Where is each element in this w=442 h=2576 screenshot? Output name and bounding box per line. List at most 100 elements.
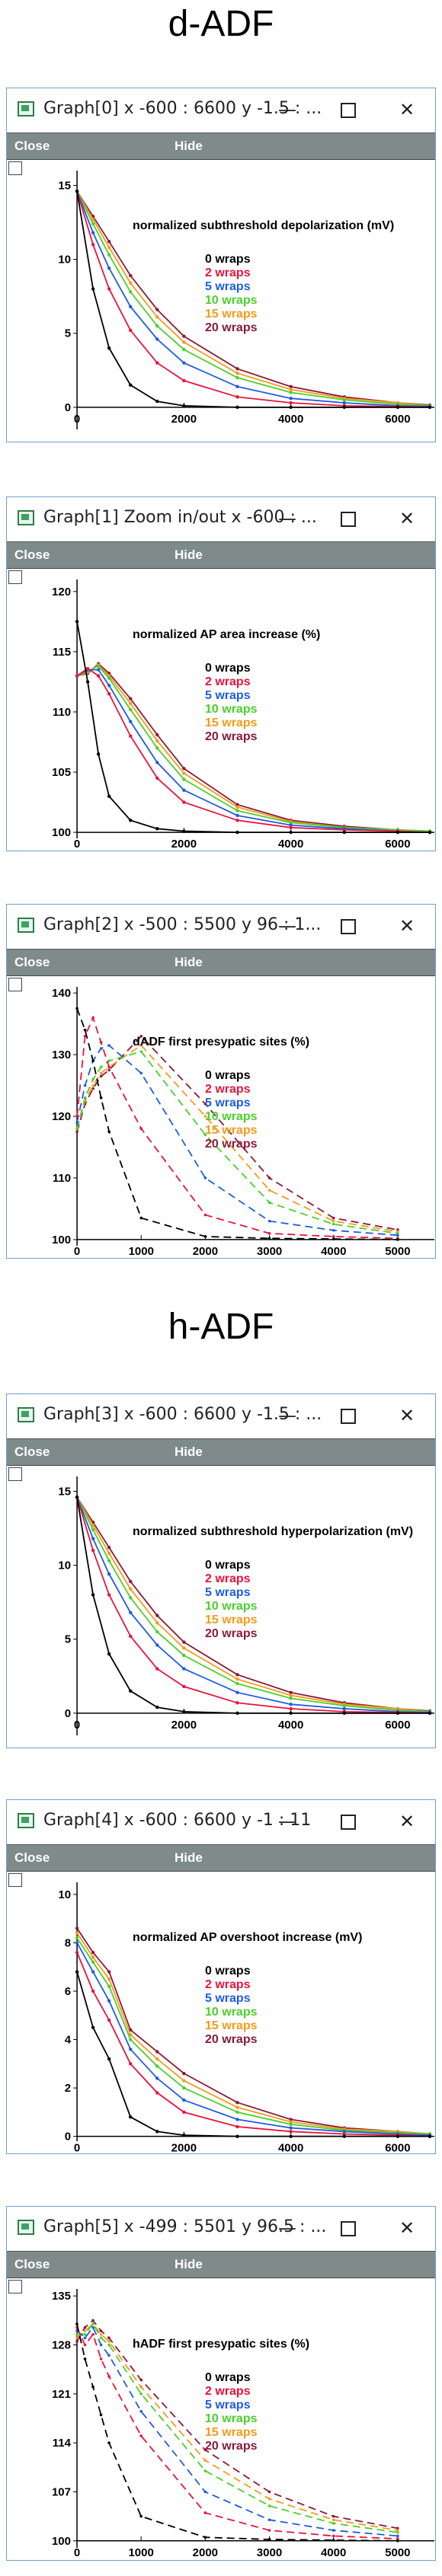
- corner-checkbox[interactable]: [8, 1467, 22, 1481]
- legend: 0 wraps 2 wraps 5 wraps 10 wraps 15 wraps 20 …: [205, 1069, 257, 1151]
- y-tick-label: 8: [65, 1936, 71, 1949]
- data-point: [129, 701, 133, 706]
- data-point: [428, 405, 432, 410]
- maximize-button[interactable]: [333, 2214, 364, 2242]
- window-titlebar[interactable]: Graph[4] x -600 : 6600 y -1 : 11 — ✕: [7, 1800, 435, 1844]
- data-point: [289, 1711, 293, 1716]
- y-tick-label: 128: [52, 2339, 71, 2352]
- graph-canvas[interactable]: 0 2 4 6 8 10 0 2000 4000 6000 normalized AP overs…: [7, 1872, 435, 2153]
- hide-button[interactable]: Hide: [175, 1850, 203, 1865]
- window-titlebar[interactable]: Graph[3] x -600 : 6600 y -1.5 : ... — ✕: [7, 1394, 435, 1438]
- data-point: [182, 788, 186, 792]
- window-titlebar[interactable]: Graph[0] x -600 : 6600 y -1.5 : ... — ✕: [7, 88, 435, 132]
- close-button[interactable]: Close: [14, 1444, 50, 1459]
- maximize-button[interactable]: [333, 1808, 364, 1835]
- hide-button[interactable]: Hide: [175, 2257, 203, 2271]
- plot-title: normalized subthreshold depolarization (…: [133, 219, 395, 232]
- data-point: [182, 2086, 186, 2090]
- data-point: [91, 1593, 95, 1597]
- window-close-button[interactable]: ✕: [399, 99, 415, 120]
- data-point: [267, 2497, 271, 2501]
- data-point: [75, 1970, 79, 1974]
- window-close-button[interactable]: ✕: [399, 915, 415, 937]
- data-point: [129, 1587, 133, 1591]
- graph-toolbar: Close Hide: [7, 949, 435, 976]
- data-point: [107, 1059, 110, 1062]
- data-point: [289, 2122, 293, 2126]
- corner-checkbox[interactable]: [8, 978, 22, 991]
- graph-canvas[interactable]: 0 5 10 15 0 2000 4000 6000 normalized subthresh…: [7, 1466, 435, 1748]
- corner-checkbox[interactable]: [8, 161, 22, 175]
- maximize-icon: [341, 103, 356, 118]
- legend-entry: 15 wraps: [205, 1124, 258, 1137]
- close-button[interactable]: Close: [14, 139, 50, 153]
- data-point: [83, 2336, 87, 2340]
- graph-canvas[interactable]: 100 107 114 121 128 135 0 1000 2000 3000 4000 5000 …: [7, 2278, 435, 2560]
- data-point: [96, 664, 101, 669]
- window-close-button[interactable]: ✕: [399, 1405, 415, 1426]
- close-button[interactable]: Close: [14, 547, 50, 562]
- data-point: [107, 2343, 110, 2347]
- maximize-button[interactable]: [333, 912, 364, 940]
- heading-d-adf: d-ADF: [168, 4, 274, 44]
- graph-canvas[interactable]: 100 110 120 130 140 0 1000 2000 3000 4000 5000 dAD…: [7, 976, 435, 1258]
- close-button[interactable]: Close: [14, 955, 50, 969]
- minimize-button[interactable]: —: [278, 1405, 296, 1426]
- x-tick-label: 2000: [171, 2142, 197, 2153]
- hide-button[interactable]: Hide: [175, 547, 203, 562]
- corner-checkbox[interactable]: [8, 570, 22, 584]
- hide-button[interactable]: Hide: [175, 1444, 203, 1459]
- corner-checkbox[interactable]: [8, 1873, 22, 1887]
- maximize-button[interactable]: [333, 505, 364, 532]
- x-tick-label: 4000: [321, 2546, 346, 2559]
- hide-button[interactable]: Hide: [175, 139, 203, 153]
- minimize-button[interactable]: —: [278, 1811, 296, 1832]
- legend-entry: 15 wraps: [205, 2426, 258, 2439]
- data-point: [99, 2329, 103, 2332]
- window-titlebar[interactable]: Graph[1] Zoom in/out x -600 : ... — ✕: [7, 497, 435, 541]
- window-close-button[interactable]: ✕: [399, 2217, 415, 2239]
- data-point: [235, 2118, 239, 2121]
- maximize-button[interactable]: [333, 96, 364, 123]
- data-point: [203, 1213, 207, 1217]
- data-point: [155, 315, 159, 319]
- minimize-button[interactable]: —: [278, 508, 296, 529]
- minimize-button[interactable]: —: [278, 2217, 296, 2239]
- window-close-button[interactable]: ✕: [399, 508, 415, 529]
- minimize-button[interactable]: —: [278, 99, 296, 120]
- data-point: [91, 2025, 95, 2029]
- close-button[interactable]: Close: [14, 1850, 50, 1865]
- data-point: [129, 734, 133, 738]
- series-line: [76, 1044, 398, 1237]
- data-point: [267, 2529, 271, 2532]
- minimize-button[interactable]: —: [278, 915, 296, 937]
- series-line: [76, 665, 431, 832]
- data-point: [182, 1667, 186, 1671]
- legend-entry: 5 wraps: [205, 280, 251, 293]
- x-tick-label: 2000: [171, 838, 197, 851]
- window-close-button[interactable]: ✕: [399, 1811, 415, 1832]
- data-point: [428, 1711, 432, 1716]
- graph-canvas[interactable]: 0 5 10 15 0 2000 4000 6000 normalized subthresh…: [7, 160, 435, 442]
- data-point: [289, 1703, 293, 1706]
- data-point: [75, 1950, 79, 1955]
- data-point: [235, 367, 239, 371]
- data-point: [289, 1693, 293, 1697]
- data-point: [289, 825, 293, 829]
- y-tick-label: 100: [52, 826, 71, 839]
- close-button[interactable]: Close: [14, 2257, 50, 2271]
- window-titlebar[interactable]: Graph[2] x -500 : 5500 y 96 : 1... — ✕: [7, 905, 435, 949]
- hide-button[interactable]: Hide: [175, 955, 203, 969]
- series-line: [76, 1007, 398, 1240]
- data-point: [99, 1041, 103, 1044]
- window-titlebar[interactable]: Graph[5] x -499 : 5501 y 96.5 : ... — ✕: [7, 2207, 435, 2251]
- graph-canvas[interactable]: 100 105 110 115 120 0 2000 4000 6000 normalized …: [7, 569, 435, 851]
- graph-window-icon: [18, 918, 34, 933]
- data-point: [235, 813, 239, 818]
- maximize-button[interactable]: [333, 1402, 364, 1429]
- data-point: [182, 361, 186, 365]
- data-point: [342, 830, 346, 835]
- corner-checkbox[interactable]: [8, 2280, 22, 2294]
- legend-entry: 20 wraps: [205, 1627, 258, 1640]
- data-point: [235, 1677, 239, 1681]
